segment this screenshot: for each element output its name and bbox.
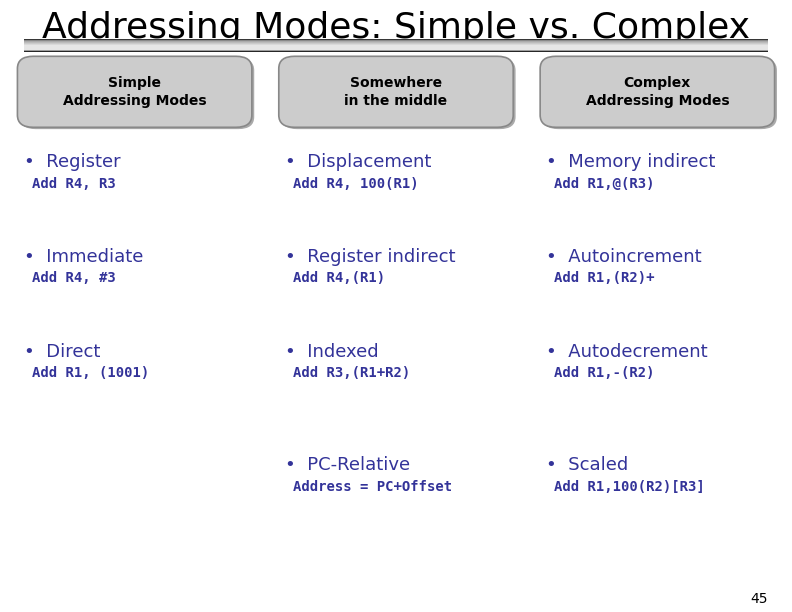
Text: Complex
Addressing Modes: Complex Addressing Modes xyxy=(585,76,729,108)
FancyBboxPatch shape xyxy=(543,58,777,129)
Text: •  Scaled: • Scaled xyxy=(546,456,629,474)
Text: Add R1,100(R2)[R3]: Add R1,100(R2)[R3] xyxy=(554,480,705,493)
FancyBboxPatch shape xyxy=(20,58,254,129)
Text: •  Direct: • Direct xyxy=(24,343,100,361)
Text: Add R1,@(R3): Add R1,@(R3) xyxy=(554,177,655,190)
Text: 45: 45 xyxy=(751,592,768,606)
Text: •  Register indirect: • Register indirect xyxy=(285,248,455,266)
Text: Somewhere
in the middle: Somewhere in the middle xyxy=(345,76,447,108)
Text: •  Register: • Register xyxy=(24,153,120,171)
Text: Add R4, 100(R1): Add R4, 100(R1) xyxy=(293,177,419,190)
Text: Add R3,(R1+R2): Add R3,(R1+R2) xyxy=(293,367,410,380)
FancyBboxPatch shape xyxy=(281,58,516,129)
Text: •  Autoincrement: • Autoincrement xyxy=(546,248,702,266)
Text: Add R1,-(R2): Add R1,-(R2) xyxy=(554,367,655,380)
Text: •  Displacement: • Displacement xyxy=(285,153,432,171)
Text: Add R4, #3: Add R4, #3 xyxy=(32,272,116,285)
FancyBboxPatch shape xyxy=(279,56,513,127)
FancyBboxPatch shape xyxy=(17,56,252,127)
Text: Address = PC+Offset: Address = PC+Offset xyxy=(293,480,452,493)
Text: •  Indexed: • Indexed xyxy=(285,343,379,361)
Text: •  Memory indirect: • Memory indirect xyxy=(546,153,716,171)
Text: •  PC-Relative: • PC-Relative xyxy=(285,456,410,474)
Text: Add R1,(R2)+: Add R1,(R2)+ xyxy=(554,272,655,285)
Text: Addressing Modes: Simple vs. Complex: Addressing Modes: Simple vs. Complex xyxy=(42,10,750,45)
Text: •  Immediate: • Immediate xyxy=(24,248,143,266)
FancyBboxPatch shape xyxy=(540,56,775,127)
Text: •  Autodecrement: • Autodecrement xyxy=(546,343,708,361)
Text: Simple
Addressing Modes: Simple Addressing Modes xyxy=(63,76,207,108)
Text: Add R4, R3: Add R4, R3 xyxy=(32,177,116,190)
Text: Add R1, (1001): Add R1, (1001) xyxy=(32,367,149,380)
Text: Add R4,(R1): Add R4,(R1) xyxy=(293,272,385,285)
